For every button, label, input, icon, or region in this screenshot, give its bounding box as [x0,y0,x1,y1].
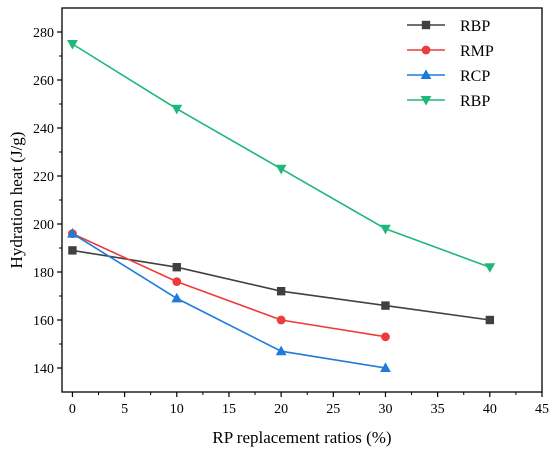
data-point [276,287,286,296]
x-tick-label: 45 [535,402,549,417]
x-tick-label: 5 [121,402,128,417]
legend-marker [421,20,431,30]
series-line [72,232,386,369]
data-point [275,164,287,175]
axes: 0 5 10 15 20 25 30 35 40 45 140 160 180 200 220 240 260 2… [33,26,549,417]
data-point [381,332,390,342]
series-line [72,232,386,338]
data-point [171,104,183,115]
legend-item: RBP [407,18,490,35]
legend-item: RCP [407,68,490,85]
data-point [484,263,496,273]
x-tick-label: 30 [378,402,392,417]
legend-item: RBP [407,93,490,110]
y-tick-label: 200 [33,218,54,233]
plot-frame [61,7,543,393]
legend-marker [420,96,432,106]
series-layer [67,40,496,372]
y-tick-label: 140 [33,362,54,377]
legend-marker [421,45,431,55]
data-point [67,40,78,50]
x-tick-label: 10 [170,402,184,417]
data-point [485,315,495,325]
series-2 [67,228,391,372]
y-tick-label: 240 [33,122,54,137]
series-3 [67,40,496,273]
x-axis-title: RP replacement ratios (%) [212,428,391,447]
data-point [67,228,78,238]
legend: RBP RMP RCP RBP [407,18,494,110]
x-tick-label: 40 [483,402,497,417]
data-point [172,277,182,286]
data-point [276,315,286,325]
legend-label: RBP [460,18,490,35]
y-tick-label: 280 [33,26,54,41]
series-line [72,249,490,321]
x-tick-label: 25 [326,402,340,417]
x-tick-label: 20 [274,402,288,417]
series-0 [68,246,495,325]
y-tick-label: 160 [33,314,54,329]
y-tick-label: 220 [33,170,54,185]
data-point [68,246,77,255]
x-tick-label: 35 [431,402,445,417]
legend-label: RCP [460,68,490,85]
data-point [172,263,181,272]
y-axis-title: Hydration heat (J/g) [7,132,26,269]
legend-label: RMP [460,43,494,60]
y-tick-label: 180 [33,266,54,281]
plot-border [61,7,543,393]
y-tick-label: 260 [33,74,54,89]
x-tick-label: 15 [222,402,236,417]
legend-label: RBP [460,93,490,110]
data-point [381,301,390,310]
data-point [275,345,287,356]
data-point [380,362,391,372]
legend-marker [420,69,432,79]
data-point [171,292,183,303]
data-point [380,224,391,235]
legend-item: RMP [407,43,494,60]
x-tick-label: 0 [69,402,76,417]
